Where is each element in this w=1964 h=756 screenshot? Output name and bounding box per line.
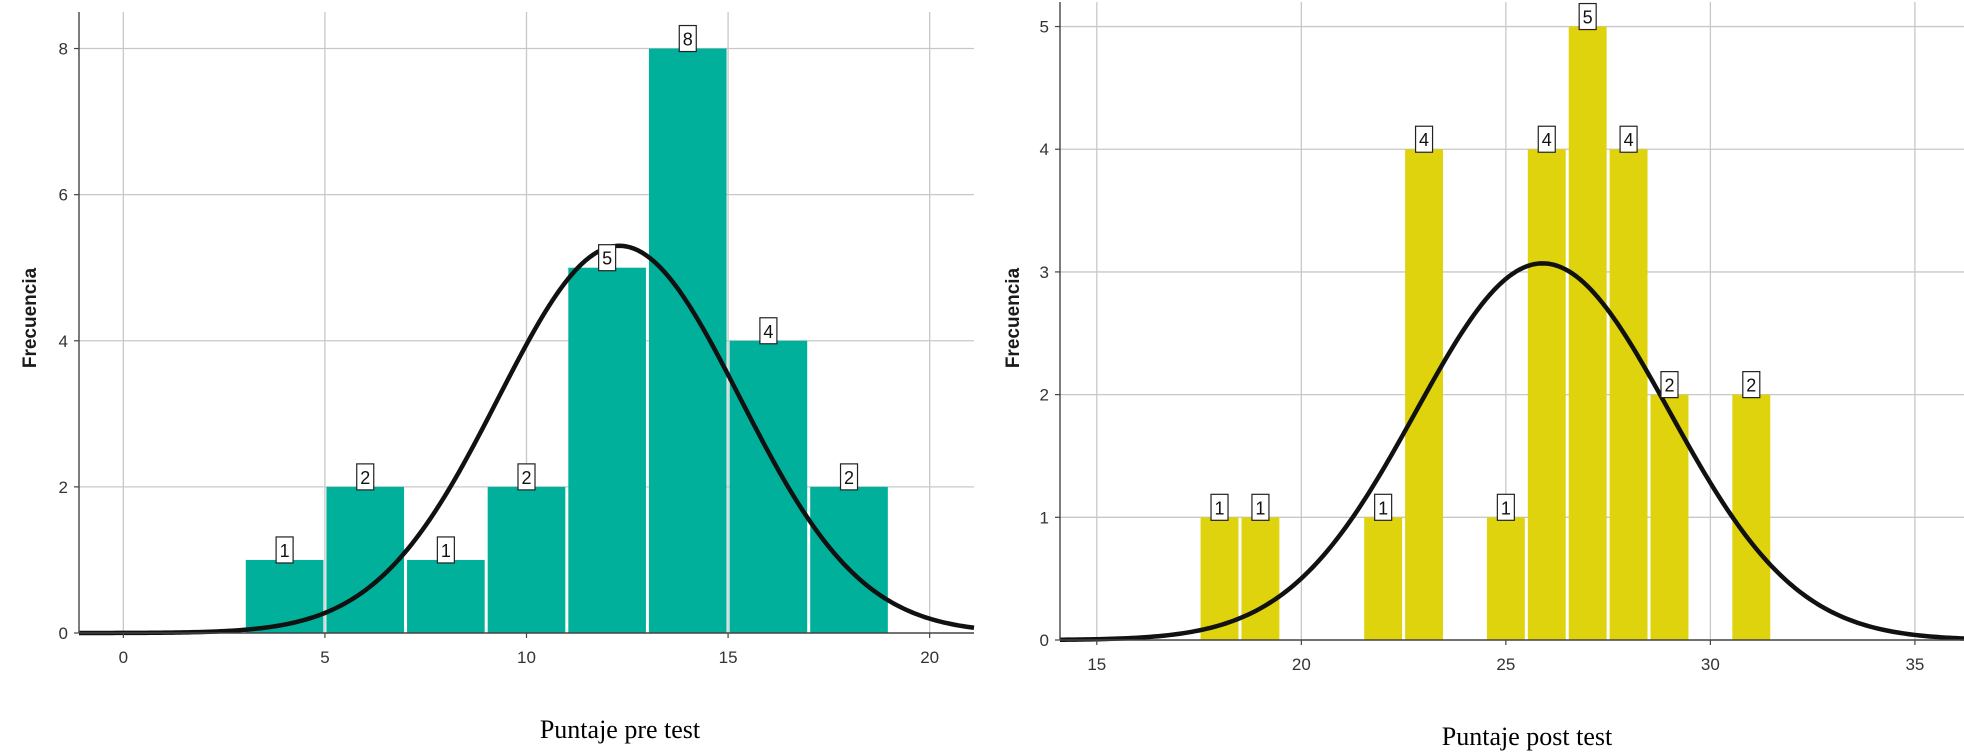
histogram-bar — [407, 559, 485, 633]
histogram-bar — [568, 267, 646, 633]
x-axis-label: Puntaje post test — [1442, 722, 1613, 751]
data-label: 4 — [1542, 130, 1552, 150]
data-label: 1 — [280, 541, 290, 561]
histogram-bar — [648, 48, 727, 633]
data-label: 1 — [441, 541, 451, 561]
data-label-box — [1251, 493, 1270, 521]
y-axis-label: Frecuencia — [20, 267, 41, 368]
data-label: 4 — [1624, 130, 1634, 150]
y-tick-label: 5 — [1040, 18, 1049, 37]
y-tick-label: 8 — [59, 40, 68, 59]
y-tick-label: 6 — [59, 186, 68, 205]
data-label-box — [436, 536, 455, 564]
data-label-box — [1578, 2, 1597, 31]
data-label-box — [839, 463, 859, 491]
x-tick-label: 20 — [1292, 655, 1311, 674]
data-label-box — [356, 463, 375, 491]
y-tick-label: 0 — [59, 624, 68, 643]
histogram-bar — [245, 559, 324, 633]
histogram-bar — [1364, 517, 1403, 640]
normal-curve — [79, 243, 975, 636]
data-label-box — [598, 244, 617, 272]
data-label: 1 — [1378, 498, 1388, 518]
y-tick-label: 2 — [59, 478, 68, 497]
data-label-box — [759, 317, 778, 345]
data-label: 2 — [521, 468, 531, 488]
y-tick-label: 1 — [1040, 508, 1049, 527]
data-label: 1 — [1501, 498, 1511, 518]
data-label-box — [1619, 125, 1638, 153]
data-label: 2 — [360, 468, 370, 488]
data-label: 4 — [1419, 130, 1429, 150]
data-label-box — [1210, 493, 1229, 521]
x-tick-label: 25 — [1496, 655, 1515, 674]
y-tick-label: 4 — [59, 332, 68, 351]
y-tick-label: 4 — [1040, 140, 1049, 159]
histogram-bar — [1568, 26, 1607, 641]
histogram-bar — [1486, 517, 1525, 640]
normal-curve — [1059, 261, 1964, 642]
data-label-box — [1374, 493, 1393, 521]
y-tick-label: 0 — [1040, 631, 1049, 650]
histogram-bar — [729, 340, 808, 633]
data-label: 2 — [1746, 376, 1756, 396]
data-label: 5 — [1583, 8, 1593, 28]
data-label: 1 — [1255, 498, 1265, 518]
y-axis-label: Frecuencia — [1003, 267, 1024, 368]
x-tick-label: 5 — [320, 648, 329, 667]
data-label-box — [517, 463, 536, 491]
data-label: 1 — [1215, 498, 1225, 518]
data-label: 2 — [844, 468, 854, 488]
data-label-box — [1660, 371, 1679, 399]
data-label: 4 — [763, 322, 773, 342]
x-tick-label: 30 — [1701, 655, 1720, 674]
histogram-bar — [1609, 149, 1648, 640]
data-label-box — [1537, 125, 1556, 153]
x-tick-label: 15 — [1087, 655, 1106, 674]
x-tick-label: 35 — [1905, 655, 1924, 674]
y-tick-label: 2 — [1040, 386, 1049, 405]
x-tick-label: 15 — [719, 648, 738, 667]
data-label: 2 — [1664, 376, 1674, 396]
histogram-bar — [810, 486, 888, 633]
data-label: 5 — [602, 249, 612, 269]
histogram-bar — [1732, 394, 1771, 640]
x-tick-label: 20 — [920, 648, 939, 667]
y-tick-label: 3 — [1040, 263, 1049, 282]
data-label: 8 — [683, 30, 693, 50]
histogram-bar — [1241, 517, 1280, 640]
data-label-box — [1414, 125, 1434, 153]
data-label-box — [275, 536, 294, 564]
x-tick-label: 0 — [119, 648, 128, 667]
histogram-bar — [1527, 149, 1566, 640]
data-label-box — [678, 24, 697, 53]
histogram-bar — [326, 486, 405, 633]
histogram-bar — [487, 486, 566, 633]
x-axis-label: Puntaje pre test — [540, 715, 701, 744]
x-tick-label: 10 — [517, 648, 536, 667]
data-label-box — [1742, 371, 1761, 399]
data-label-box — [1496, 493, 1515, 521]
